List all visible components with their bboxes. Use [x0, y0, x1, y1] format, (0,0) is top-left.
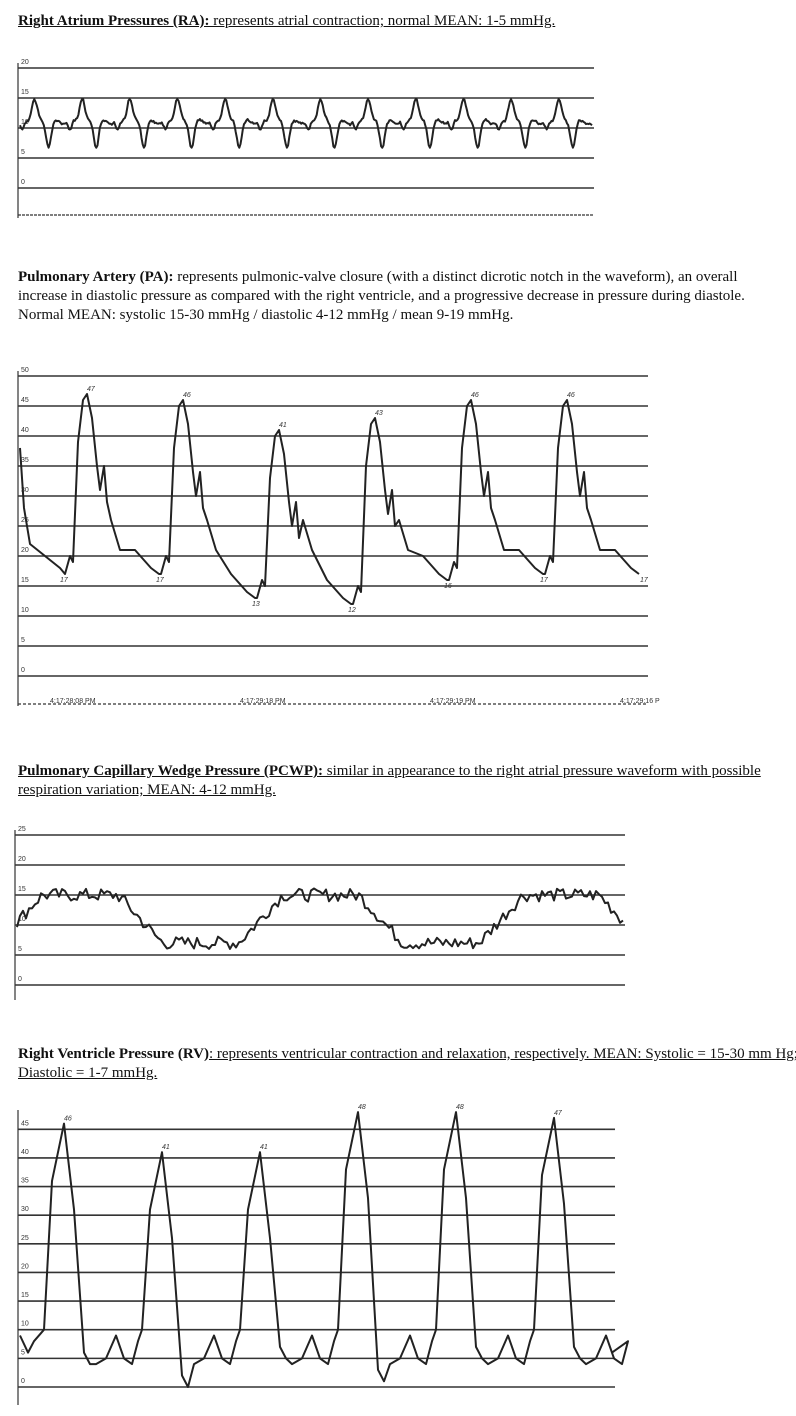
pa-heading: Pulmonary Artery (PA):	[18, 269, 174, 285]
rv-waveform	[19, 1111, 629, 1388]
y-tick-label: 15	[18, 886, 26, 893]
systolic-peak-label: 46	[183, 392, 191, 399]
systolic-peak-label: 41	[260, 1144, 268, 1151]
ra-heading: Right Atrium Pressures (RA):	[18, 13, 210, 29]
y-tick-label: 50	[21, 367, 29, 374]
y-tick-label: 15	[21, 577, 29, 584]
systolic-peak-label: 46	[567, 392, 575, 399]
pcwp-description: similar in appearance to the right atria…	[18, 763, 761, 798]
diastolic-label: 17	[540, 577, 549, 584]
systolic-peak-label: 48	[358, 1104, 366, 1111]
systolic-peak-label: 47	[554, 1110, 563, 1117]
y-tick-label: 0	[18, 976, 22, 983]
y-tick-label: 25	[21, 1235, 29, 1242]
ra-description: represents atrial contraction; normal ME…	[209, 13, 556, 29]
pa-waveform-chart: 5045403530252015105047174617411343124616…	[17, 367, 660, 706]
rv-waveform-chart: 45 40 35 30 25 20 15 10 5 0 46 41 41 48 48 47	[17, 1104, 629, 1405]
systolic-peak-label: 41	[279, 422, 287, 429]
y-tick-label: 10	[21, 1321, 29, 1328]
pcwp-caption: Pulmonary Capillary Wedge Pressure (PCWP…	[18, 762, 778, 800]
rv-heading: Right Ventricle Pressure (RV)	[18, 1046, 209, 1062]
y-tick-label: 5	[18, 946, 22, 953]
y-tick-label: 30	[21, 487, 29, 494]
systolic-peak-label: 46	[471, 392, 479, 399]
y-tick-label: 10	[21, 607, 29, 614]
y-tick-label: 40	[21, 427, 29, 434]
diastolic-label: 12	[348, 607, 356, 614]
time-label: 4:17:29:18 PM	[240, 698, 286, 705]
y-tick-label: 25	[18, 826, 26, 833]
y-tick-label: 45	[21, 397, 29, 404]
y-tick-label: 40	[21, 1149, 29, 1156]
time-label: 4:17:29:16 P	[620, 698, 660, 705]
systolic-peak-label: 46	[64, 1116, 72, 1123]
pa-description: represents pulmonic-valve closure (with …	[18, 269, 745, 323]
diastolic-label: 16	[444, 583, 452, 590]
diastolic-label: 17	[640, 577, 649, 584]
y-tick-label: 20	[18, 856, 26, 863]
pcwp-heading: Pulmonary Capillary Wedge Pressure (PCWP…	[18, 763, 323, 779]
rv-caption: Right Ventricle Pressure (RV): represent…	[18, 1045, 796, 1083]
y-tick-label: 35	[21, 457, 29, 464]
diastolic-label: 13	[252, 601, 260, 608]
diastolic-label: 17	[156, 577, 165, 584]
y-tick-label: 5	[21, 1349, 25, 1356]
systolic-peak-label: 47	[87, 386, 96, 393]
y-tick-label: 15	[21, 1292, 29, 1299]
y-tick-label: 25	[21, 517, 29, 524]
diastolic-label: 17	[60, 577, 69, 584]
time-label: 4:17:29:19 PM	[430, 698, 476, 705]
pcwp-waveform	[16, 887, 624, 950]
y-tick-label: 20	[21, 1263, 29, 1270]
systolic-peak-label: 43	[375, 410, 383, 417]
y-tick-label: 0	[21, 1378, 25, 1385]
ra-caption: Right Atrium Pressures (RA): represents …	[18, 12, 788, 31]
y-tick-label: 20	[21, 547, 29, 554]
y-tick-label: 35	[21, 1178, 29, 1185]
systolic-peak-label: 48	[456, 1104, 464, 1111]
pa-waveform	[19, 393, 640, 605]
y-tick-label: 5	[21, 637, 25, 644]
y-tick-label: 0	[21, 179, 25, 186]
y-tick-label: 5	[21, 149, 25, 156]
y-tick-label: 30	[21, 1206, 29, 1213]
pa-caption: Pulmonary Artery (PA): represents pulmon…	[18, 268, 783, 325]
y-tick-label: 10	[18, 916, 26, 923]
y-tick-label: 0	[21, 667, 25, 674]
pcwp-waveform-chart: 25 20 15 10 5 0	[14, 826, 625, 1000]
time-label: 4:17:28:08 PM	[50, 698, 96, 705]
y-tick-label: 45	[21, 1120, 29, 1127]
ra-waveform	[19, 98, 593, 149]
y-tick-label: 20	[21, 59, 29, 66]
y-tick-label: 15	[21, 89, 29, 96]
systolic-peak-label: 41	[162, 1144, 170, 1151]
rv-description: : represents ventricular contraction and…	[18, 1046, 796, 1081]
